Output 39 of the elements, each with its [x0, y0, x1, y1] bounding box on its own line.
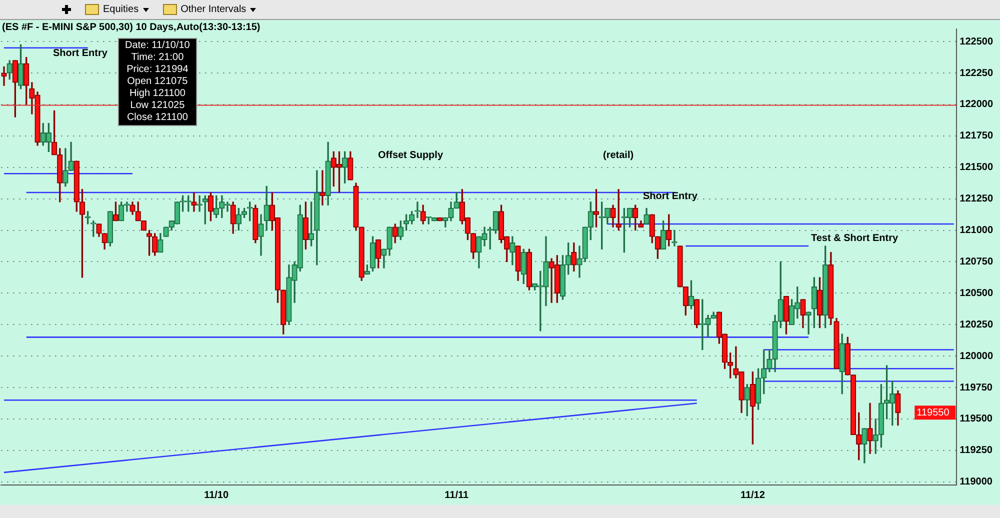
- y-tick-label: 121750: [960, 130, 994, 142]
- x-tick-label: 11/11: [444, 490, 469, 501]
- annotation: Close 121100: [126, 112, 189, 124]
- candlestick: [806, 312, 812, 334]
- x-tick-label: 11/12: [740, 490, 766, 501]
- candlestick: [320, 170, 326, 206]
- y-tick-label: 120000: [960, 350, 994, 362]
- annotation: Short Entry: [643, 191, 698, 202]
- y-tick-label: 119000: [960, 476, 993, 488]
- x-tick-label: 11/10: [204, 490, 229, 501]
- candlestick: [191, 192, 197, 212]
- y-tick-label: 120750: [960, 256, 994, 268]
- y-tick-label: 119250: [960, 445, 993, 456]
- y-tick-label: 121500: [960, 162, 994, 174]
- annotation: (retail): [603, 150, 634, 161]
- y-tick-label: 119750: [960, 382, 993, 394]
- text: Other Intervals: [180, 4, 246, 15]
- annotation: 119550: [916, 407, 950, 418]
- y-tick-label: 122250: [960, 68, 994, 79]
- annotation: Date: 11/10/10: [125, 40, 190, 52]
- text: Equities: [103, 4, 139, 15]
- candlestick: [576, 246, 582, 278]
- annotation: Short Entry: [53, 48, 108, 59]
- annotation: Test & Short Entry: [811, 233, 898, 244]
- y-tick-label: 120500: [960, 288, 994, 299]
- y-tick-label: 120250: [960, 319, 994, 330]
- y-tick-label: 121250: [960, 194, 994, 205]
- annotation: High 121100: [128, 88, 186, 100]
- annotation: Price: 121994: [126, 64, 190, 76]
- y-tick-label: 122500: [960, 36, 994, 48]
- chart-title: (ES #F - E-MINI S&P 500,30) 10 Days,Auto(13:30-13:15): [2, 22, 260, 33]
- y-tick-label: 121000: [960, 225, 994, 236]
- annotation: Offset Supply: [378, 150, 444, 161]
- y-tick-label: 119500: [960, 414, 993, 425]
- y-tick-label: 122000: [960, 99, 994, 110]
- annotation: Open 121075: [126, 76, 189, 88]
- annotation: Low 121025: [129, 100, 186, 112]
- annotation: Time: 21:00: [130, 52, 185, 64]
- candlestick: [1, 66, 7, 86]
